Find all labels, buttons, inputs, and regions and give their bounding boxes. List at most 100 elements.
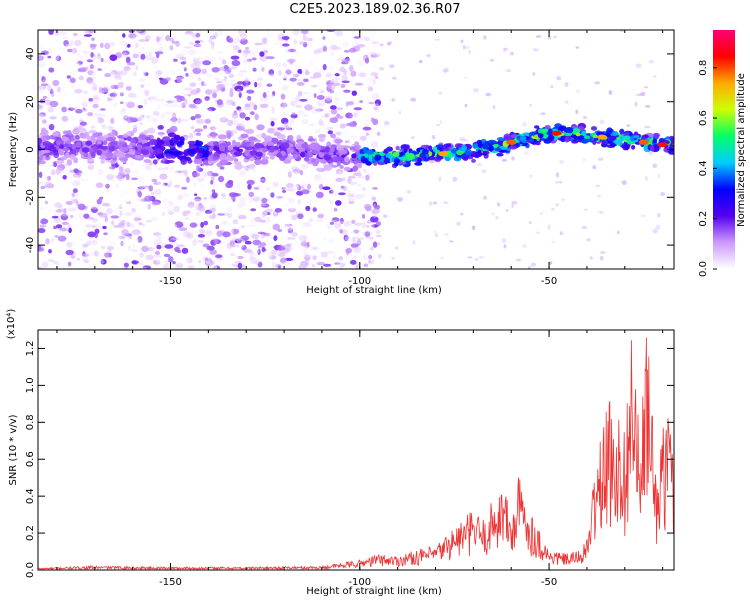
noise-speckle [126, 101, 135, 109]
noise-speckle [290, 113, 298, 119]
noise-speckle [92, 103, 99, 109]
noise-speckle [109, 81, 114, 88]
noise-speckle [375, 234, 382, 238]
ridge-blob [136, 144, 143, 151]
noise-speckle [551, 207, 555, 211]
noise-speckle [130, 87, 137, 92]
ridge-blob [623, 132, 631, 137]
ridge-blob [374, 154, 382, 161]
noise-speckle [156, 244, 162, 250]
ridge-blob [537, 133, 544, 139]
noise-speckle [76, 52, 81, 58]
noise-speckle [354, 82, 364, 86]
noise-speckle [223, 100, 231, 107]
noise-speckle [197, 77, 201, 81]
noise-speckle [262, 192, 268, 198]
noise-speckle [93, 94, 99, 99]
noise-speckle [387, 42, 391, 46]
noise-speckle [199, 199, 207, 204]
noise-speckle [358, 72, 367, 78]
noise-speckle [364, 37, 370, 42]
noise-speckle [153, 77, 161, 81]
noise-speckle [196, 50, 205, 54]
noise-speckle [217, 213, 225, 216]
noise-speckle [64, 191, 74, 194]
ridge-blob [48, 144, 55, 151]
noise-speckle [290, 117, 296, 121]
noise-speckle [293, 39, 297, 45]
noise-speckle [221, 193, 226, 197]
ridge-blob [454, 143, 462, 149]
noise-speckle [289, 86, 296, 90]
ridge-blob [399, 152, 404, 156]
noise-speckle [143, 89, 150, 95]
ridge-blob [266, 135, 272, 142]
ridge-blob [90, 134, 96, 141]
noise-speckle [194, 196, 202, 202]
noise-speckle [431, 135, 436, 140]
ridge-blob [100, 159, 106, 164]
ridge-blob [108, 145, 115, 152]
noise-speckle [263, 49, 269, 54]
ridge-blob [269, 154, 275, 160]
noise-speckle [302, 239, 307, 245]
noise-speckle [48, 249, 52, 254]
noise-speckle [137, 235, 143, 243]
ridge-blob [143, 146, 153, 150]
noise-speckle [123, 40, 129, 47]
noise-speckle [328, 221, 335, 225]
ridge-blob [227, 146, 234, 151]
noise-speckle [221, 78, 229, 86]
noise-speckle [220, 209, 228, 215]
noise-speckle [38, 247, 45, 252]
noise-speckle [205, 73, 214, 78]
noise-speckle [229, 125, 233, 131]
noise-speckle [205, 260, 211, 264]
noise-speckle [490, 59, 495, 62]
noise-speckle [246, 43, 253, 46]
noise-speckle [313, 72, 322, 79]
noise-speckle [109, 71, 116, 78]
noise-speckle [219, 264, 227, 269]
noise-speckle [254, 258, 260, 265]
noise-speckle [347, 193, 355, 198]
noise-speckle [38, 216, 42, 224]
noise-speckle [335, 131, 343, 136]
ridge-blob [118, 157, 126, 161]
noise-speckle [530, 262, 536, 267]
noise-speckle [191, 204, 199, 209]
noise-speckle [173, 33, 182, 37]
noise-speckle [148, 185, 154, 192]
noise-speckle [268, 255, 277, 260]
noise-speckle [216, 84, 224, 91]
noise-speckle [66, 159, 73, 166]
noise-speckle [106, 174, 114, 181]
noise-speckle [38, 266, 43, 269]
noise-speckle [165, 77, 171, 81]
snr-y-scale-label: (x10⁴) [6, 309, 17, 340]
noise-speckle [343, 68, 347, 76]
noise-speckle [251, 57, 257, 61]
ridge-blob [145, 136, 151, 141]
noise-speckle [284, 87, 289, 94]
noise-speckle [74, 39, 82, 47]
noise-speckle [284, 191, 291, 198]
noise-speckle [292, 73, 296, 79]
noise-speckle [49, 116, 57, 120]
noise-speckle [232, 219, 239, 225]
noise-speckle [370, 72, 379, 77]
noise-speckle [118, 166, 124, 172]
noise-speckle [322, 186, 331, 190]
noise-speckle [333, 206, 340, 209]
noise-speckle [108, 50, 113, 56]
noise-speckle [55, 55, 62, 62]
noise-speckle [335, 131, 342, 136]
noise-speckle [316, 245, 323, 250]
noise-speckle [240, 235, 250, 241]
noise-speckle [121, 199, 130, 206]
noise-speckle [564, 82, 569, 87]
noise-speckle [364, 57, 370, 64]
noise-speckle [330, 105, 337, 110]
noise-speckle [270, 93, 274, 98]
noise-speckle [199, 174, 206, 179]
